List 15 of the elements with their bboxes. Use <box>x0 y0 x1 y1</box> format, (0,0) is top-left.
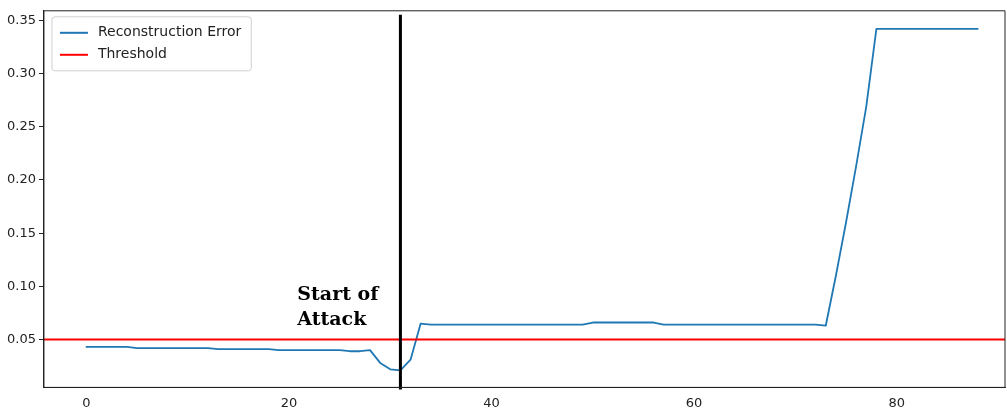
legend-label: Threshold <box>96 45 167 62</box>
y-tick-label: 0.35 <box>6 11 36 27</box>
x-tick-label: 60 <box>685 394 703 410</box>
annotation: Start of Attack <box>296 282 381 330</box>
y-tick-label: 0.15 <box>6 224 36 240</box>
y-tick-label: 0.05 <box>6 330 36 346</box>
x-tick-label: 80 <box>888 394 905 410</box>
y-tick-label: 0.25 <box>6 118 36 134</box>
legend-label: Reconstruction Error <box>97 23 242 40</box>
y-tick-label: 0.20 <box>6 171 36 187</box>
x-tick-label: 40 <box>483 394 500 410</box>
x-tick-label: 20 <box>280 394 298 410</box>
y-tick-label: 0.30 <box>6 64 36 80</box>
x-tick-label: 0 <box>82 394 91 410</box>
y-tick-label: 0.10 <box>6 277 36 293</box>
